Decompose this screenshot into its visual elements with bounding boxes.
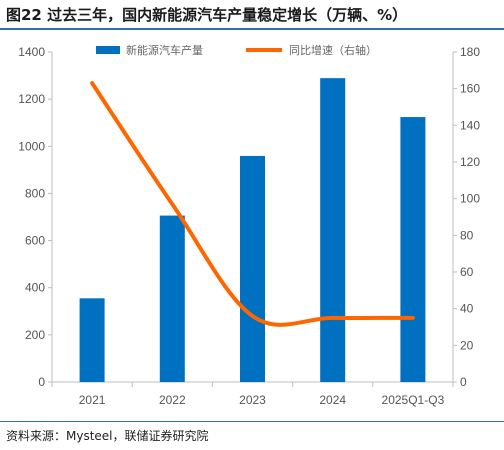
x-tick-label: 2024 [319, 393, 346, 407]
chart: 新能源汽车产量 同比增速（右轴） 02004006008001000120014… [18, 43, 480, 407]
legend-label-bar: 新能源汽车产量 [126, 43, 203, 57]
y-right-tick-label: 180 [460, 45, 480, 59]
y-right-tick-label: 60 [460, 265, 474, 279]
footer-rule [0, 421, 504, 422]
bar [240, 155, 265, 382]
line-series [90, 81, 415, 327]
bar [400, 117, 426, 383]
title-rule [0, 28, 504, 30]
bar-series [79, 78, 426, 383]
y-left-tick-label: 0 [38, 375, 45, 389]
y-left-tick-label: 400 [25, 281, 45, 295]
y-right-tick-label: 160 [460, 82, 480, 96]
y-left-tick-label: 1400 [18, 45, 45, 59]
y-right-tick-label: 80 [460, 228, 474, 242]
y-right-tick-label: 120 [460, 155, 480, 169]
source-note: 资料来源：Mysteel，联储证券研究院 [6, 429, 209, 443]
y-right-tick-label: 40 [460, 302, 474, 316]
chart-title: 图22 过去三年，国内新能源汽车产量稳定增长（万辆、%） [6, 6, 408, 24]
y-left-tick-label: 600 [25, 234, 45, 248]
bar [320, 78, 346, 382]
legend-swatch-bar [96, 46, 120, 54]
chart-legend: 新能源汽车产量 同比增速（右轴） [96, 43, 377, 57]
x-tick-label: 2023 [239, 393, 266, 407]
growth-line [90, 81, 415, 327]
y-right-tick-label: 20 [460, 338, 474, 352]
x-tick-label: 2021 [79, 393, 106, 407]
chart-axes: 0 200 400 600 800 1000 1200 1400 0 20 40 60 80 100 120… [18, 45, 480, 407]
legend-label-line: 同比增速（右轴） [289, 43, 377, 57]
y-left-tick-label: 1000 [18, 139, 45, 153]
y-right-tick-label: 100 [460, 192, 480, 206]
bar [159, 215, 185, 382]
bar [79, 298, 105, 382]
x-tick-label: 2022 [159, 393, 186, 407]
y-left-tick-label: 800 [25, 186, 45, 200]
y-right-tick-label: 140 [460, 118, 480, 132]
x-tick-label: 2025Q1-Q3 [382, 393, 445, 407]
y-right-tick-label: 0 [460, 375, 467, 389]
y-left-tick-label: 1200 [18, 92, 45, 106]
y-left-tick-label: 200 [25, 328, 45, 342]
